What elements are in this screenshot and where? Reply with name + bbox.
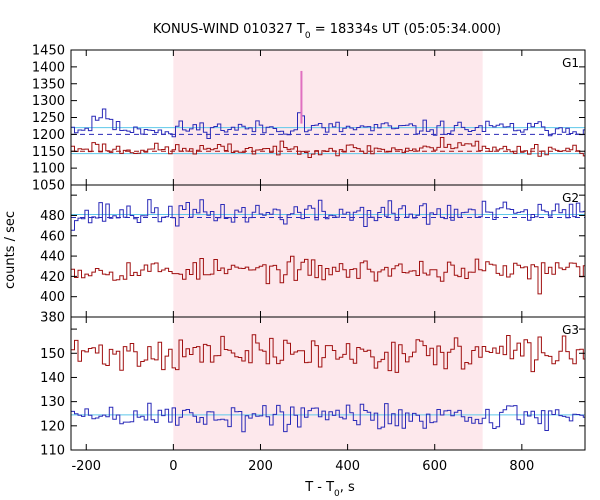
y-tick-label: 420 xyxy=(40,270,65,285)
x-tick-label: 400 xyxy=(335,459,360,474)
y-tick-label: 150 xyxy=(40,347,65,362)
panel-label: G2 xyxy=(562,191,579,205)
lightcurve-lower xyxy=(71,334,585,373)
panel-g3: 110 120 130 140 150 G3 xyxy=(40,316,586,459)
y-tick-label: 440 xyxy=(40,250,65,265)
panel-frame xyxy=(70,316,586,451)
plot-panels: 105011001150120012501300135014001450G138… xyxy=(32,44,586,474)
y-tick-label: 1200 xyxy=(32,128,65,143)
lightcurve-lower xyxy=(71,137,585,158)
x-tick-labels: -200 0 200 400 600 800 xyxy=(71,459,534,474)
y-tick-label: 1250 xyxy=(32,111,65,126)
y-tick-label: 460 xyxy=(40,229,65,244)
y-tick-label: 110 xyxy=(40,444,65,459)
x-tick-label: 0 xyxy=(169,459,177,474)
highlight-interval xyxy=(173,185,483,317)
y-tick-label: 1450 xyxy=(32,44,65,59)
x-tick-label: 600 xyxy=(422,459,447,474)
plot-area xyxy=(71,199,585,295)
highlight-interval xyxy=(173,50,483,185)
panel-label: G1 xyxy=(562,56,579,70)
y-tick-label: 1150 xyxy=(32,145,65,160)
panel-label: G3 xyxy=(562,323,579,337)
plot-area xyxy=(71,334,585,433)
y-tick-label: 1100 xyxy=(32,162,65,177)
y-tick-label: 140 xyxy=(40,371,65,386)
lightcurve-upper xyxy=(71,108,585,139)
highlight-interval xyxy=(173,317,483,450)
y-tick-label: 400 xyxy=(40,290,65,305)
x-tick-label: 200 xyxy=(248,459,273,474)
y-tick-label: 480 xyxy=(40,209,65,224)
lightcurve-lower xyxy=(71,255,585,295)
panel-g2: 380 400 420 440 460 480 G2 xyxy=(40,184,586,326)
y-tick-label: 1300 xyxy=(32,94,65,109)
lightcurve-upper xyxy=(71,199,585,231)
lightcurve-upper xyxy=(71,402,585,433)
y-tick-label: 1350 xyxy=(32,77,65,92)
chart-title: KONUS-WIND 010327 T0 = 18334s UT (05:05:… xyxy=(153,22,501,41)
y-tick-label: 380 xyxy=(40,311,65,326)
x-axis-label: T - T0, s xyxy=(304,480,355,499)
plot-area xyxy=(71,70,585,158)
y-tick-label: 130 xyxy=(40,395,65,410)
y-tick-label: 1050 xyxy=(32,179,65,194)
y-tick-label: 1400 xyxy=(32,60,65,75)
y-axis-label: counts / sec xyxy=(3,211,18,289)
x-tick-label: 800 xyxy=(509,459,534,474)
y-tick-label: 120 xyxy=(40,419,65,434)
x-tick-label: -200 xyxy=(71,459,101,474)
